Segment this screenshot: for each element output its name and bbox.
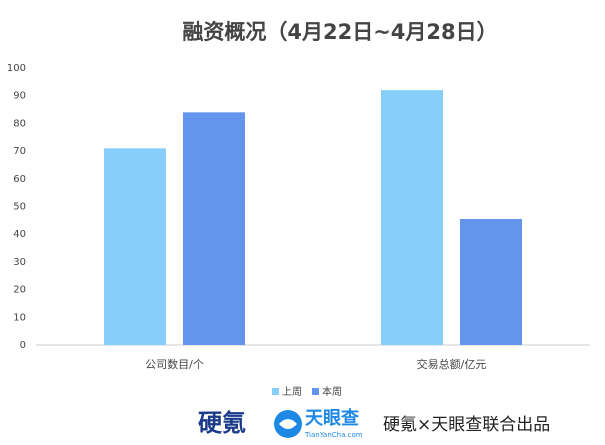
legend-swatch (272, 388, 279, 395)
y-tick-label: 70 (13, 146, 26, 157)
legend-swatch (312, 388, 319, 395)
bar (460, 218, 522, 345)
y-tick-label: 20 (13, 285, 26, 296)
y-tick-label: 90 (13, 91, 26, 102)
y-tick-label: 40 (13, 229, 26, 240)
chart-title: 融资概况（4月22日~4月28日） (182, 20, 497, 44)
logo-eye (279, 419, 297, 429)
x-tick-label: 公司数目/个 (145, 358, 204, 371)
logo-yingke: 硬氪 (198, 409, 246, 437)
x-tick-label: 交易总额/亿元 (417, 357, 487, 371)
logo-tianyancha: 天眼查 (305, 407, 359, 429)
y-tick-label: 0 (20, 340, 26, 351)
legend-label: 上周 (282, 386, 302, 398)
bar (381, 90, 443, 345)
y-tick-label: 100 (7, 63, 26, 74)
y-tick-label: 30 (13, 257, 26, 268)
credit: 硬氪×天眼查联合出品 (383, 415, 550, 435)
y-tick-label: 50 (13, 202, 26, 213)
bar (104, 148, 166, 345)
legend-label: 本周 (322, 385, 342, 398)
y-tick-label: 60 (13, 174, 26, 185)
bar (183, 112, 245, 345)
y-tick-label: 80 (13, 118, 26, 129)
logo-url: TianYanCha.com (304, 431, 363, 439)
y-tick-label: 10 (13, 312, 26, 323)
